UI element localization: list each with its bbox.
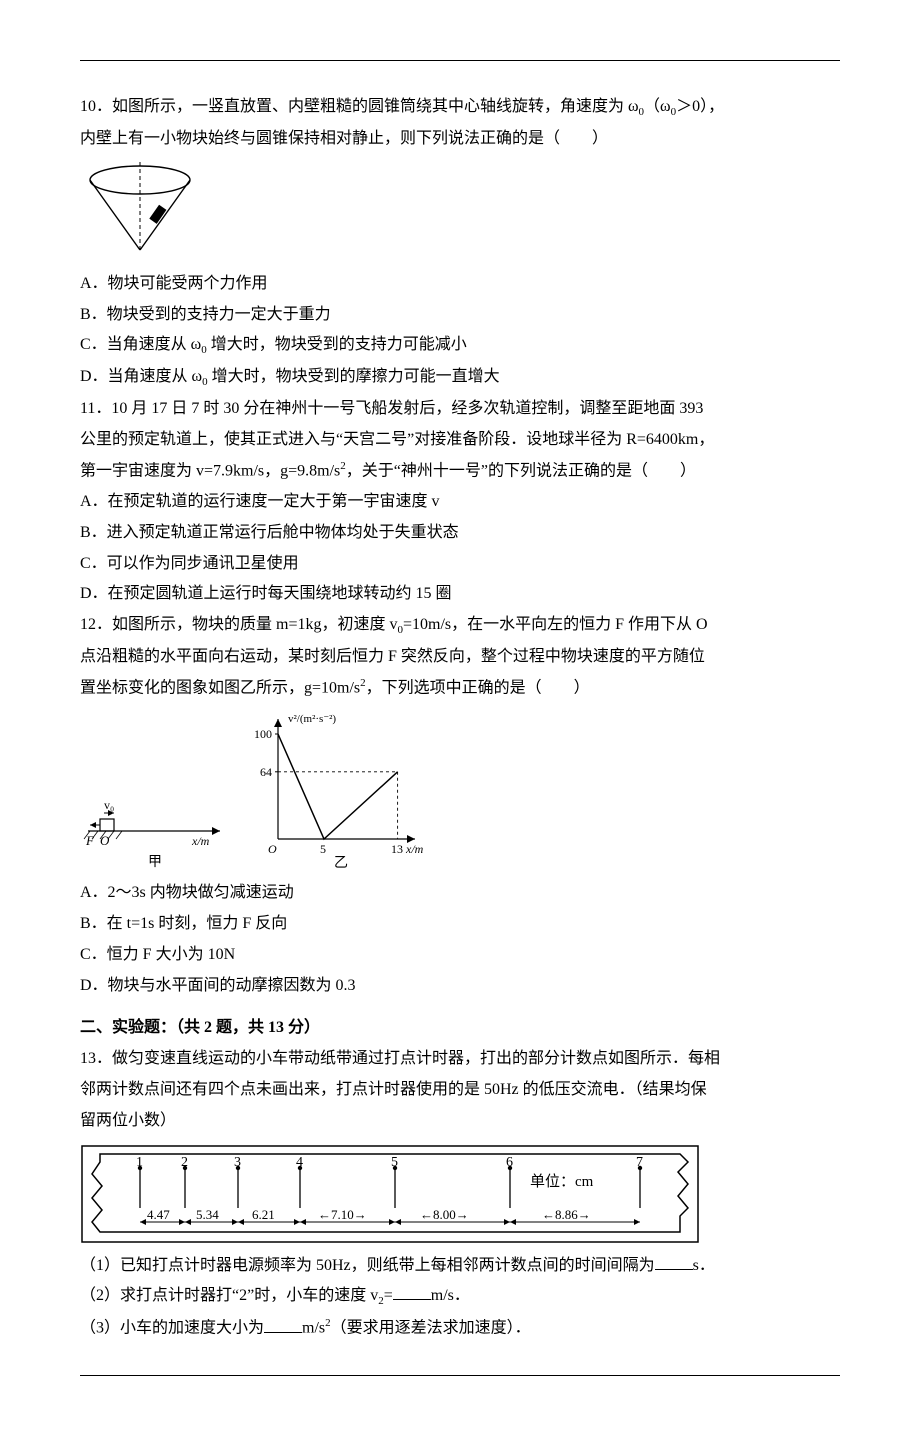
q12-v0-label: v₀	[104, 798, 114, 812]
q12-origin-O: O	[268, 842, 277, 856]
q13-sub3: （3）小车的加速度大小为m/s2（要求用逐差法求加速度）．	[80, 1314, 840, 1343]
tape-unit-label: 单位：cm	[530, 1173, 594, 1190]
svg-text:4.47: 4.47	[147, 1207, 170, 1222]
q11-stem-line2: 公里的预定轨道上，使其正式进入与“天宫二号”对接准备阶段．设地球半径为 R=64…	[80, 426, 840, 455]
q13-stem-line1: 13．做匀变速直线运动的小车带动纸带通过打点计时器，打出的部分计数点如图所示．每…	[80, 1045, 840, 1074]
section2-title: 二、实验题：（共 2 题，共 13 分）	[80, 1014, 840, 1043]
svg-text:4: 4	[296, 1155, 303, 1170]
q12-optD: D．物块与水平面间的动摩擦因数为 0.3	[80, 972, 840, 1001]
svg-text:2: 2	[181, 1155, 188, 1170]
q12-optC: C．恒力 F 大小为 10N	[80, 941, 840, 970]
q10-stem-line2: 内壁上有一小物块始终与圆锥保持相对静止，则下列说法正确的是（ ）	[80, 125, 840, 154]
q11-optC: C．可以作为同步通讯卫星使用	[80, 550, 840, 579]
q13-stem-line3: 留两位小数）	[80, 1107, 840, 1136]
svg-text:7: 7	[636, 1155, 643, 1170]
blank-1[interactable]	[655, 1253, 693, 1270]
q10-optA: A．物块可能受两个力作用	[80, 270, 840, 299]
q10-optC-b: 增大时，物块受到的支持力可能减小	[207, 336, 467, 353]
q12-chart-svg: 100 64 5 13 O v²/(m²·s⁻²) x/m 乙	[230, 711, 430, 871]
q12-xtick-5: 5	[320, 842, 326, 856]
q10-optB: B．物块受到的支持力一定大于重力	[80, 301, 840, 330]
q12-ytick-100: 100	[254, 727, 272, 741]
q12-left-svg: v₀ F O x/m 甲	[80, 721, 230, 871]
q12-xtick-13: 13	[391, 842, 403, 856]
q10-stem-text1: 10．如图所示，一竖直放置、内壁粗糙的圆锥筒绕其中心轴线旋转，角速度为 ω	[80, 98, 639, 115]
q12-figure: v₀ F O x/m 甲 100 64 5 13 O v²/(m²·s⁻²) x…	[80, 711, 840, 871]
q12-stem-line3: 置坐标变化的图象如图乙所示，g=10m/s2，下列选项中正确的是（ ）	[80, 674, 840, 703]
svg-text:←7.10→: ←7.10→	[318, 1207, 367, 1222]
q10-stem-text1b: （ω	[644, 98, 671, 115]
q12-caption-yi: 乙	[334, 855, 348, 871]
q10-optD-a: D．当角速度从 ω	[80, 368, 202, 385]
q12-stem1b: =10m/s，在一水平向左的恒力 F 作用下从 O	[403, 616, 708, 633]
q10-cone-figure	[80, 162, 840, 262]
q12-stem1a: 12．如图所示，物块的质量 m=1kg，初速度 v	[80, 616, 397, 633]
q12-left-xlabel: x/m	[191, 834, 210, 848]
blank-3[interactable]	[264, 1316, 302, 1333]
svg-text:←8.00→: ←8.00→	[420, 1207, 469, 1222]
q10-optD: D．当角速度从 ω0 增大时，物块受到的摩擦力可能一直增大	[80, 363, 840, 393]
q12-stem3b: ，下列选项中正确的是（ ）	[366, 679, 590, 696]
svg-text:5.34: 5.34	[196, 1207, 219, 1222]
q13-sub3c: （要求用逐差法求加速度）．	[331, 1320, 531, 1337]
q13-stem-line2: 邻两计数点间还有四个点未画出来，打点计时器使用的是 50Hz 的低压交流电．（结…	[80, 1076, 840, 1105]
q10-optC-a: C．当角速度从 ω	[80, 336, 201, 353]
q12-stem3a: 置坐标变化的图象如图乙所示，g=10m/s	[80, 679, 360, 696]
blank-2[interactable]	[393, 1283, 431, 1300]
q11-optA: A．在预定轨道的运行速度一定大于第一宇宙速度 v	[80, 488, 840, 517]
q13-sub1b: s．	[693, 1257, 715, 1274]
q13-sub3b: m/s	[302, 1320, 325, 1337]
q11-stem-line1: 11．10 月 17 日 7 时 30 分在神州十一号飞船发射后，经多次轨道控制…	[80, 395, 840, 424]
cone-svg	[80, 162, 200, 262]
tape-svg: 1 2 3 4 5 6 7 单位：cm 4.47 5.34 6.21	[80, 1144, 700, 1244]
q11-stem3a: 第一宇宙速度为 v=7.9km/s，g=9.8m/s	[80, 462, 340, 479]
q12-caption-jia: 甲	[148, 855, 162, 870]
q12-ylabel: v²/(m²·s⁻²)	[288, 713, 336, 725]
q11-optB: B．进入预定轨道正常运行后舱中物体均处于失重状态	[80, 519, 840, 548]
q13-tape-figure: 1 2 3 4 5 6 7 单位：cm 4.47 5.34 6.21	[80, 1144, 840, 1244]
q11-optD: D．在预定圆轨道上运行时每天围绕地球转动约 15 圈	[80, 580, 840, 609]
svg-text:6: 6	[506, 1155, 513, 1170]
q10-stem-text1c: ＞0），	[676, 98, 724, 115]
q12-O-label: O	[100, 833, 110, 848]
q11-stem-line3: 第一宇宙速度为 v=7.9km/s，g=9.8m/s2，关于“神州十一号”的下列…	[80, 457, 840, 486]
q10-stem-line1: 10．如图所示，一竖直放置、内壁粗糙的圆锥筒绕其中心轴线旋转，角速度为 ω0（ω…	[80, 93, 840, 123]
svg-text:←8.86→: ←8.86→	[542, 1207, 591, 1222]
q12-optA: A．2～3s 内物块做匀减速运动	[80, 879, 840, 908]
q13-sub3a: （3）小车的加速度大小为	[80, 1320, 264, 1337]
q13-sub1a: （1）已知打点计时器电源频率为 50Hz，则纸带上每相邻两计数点间的时间间隔为	[80, 1257, 655, 1274]
q12-stem-line2: 点沿粗糙的水平面向右运动，某时刻后恒力 F 突然反向，整个过程中物块速度的平方随…	[80, 643, 840, 672]
svg-text:5: 5	[391, 1155, 398, 1170]
q13-sub2: （2）求打点计时器打“2”时，小车的速度 v2=m/s．	[80, 1282, 840, 1312]
q10-optC: C．当角速度从 ω0 增大时，物块受到的支持力可能减小	[80, 331, 840, 361]
svg-text:6.21: 6.21	[252, 1207, 275, 1222]
q12-ytick-64: 64	[260, 765, 272, 779]
q10-optD-b: 增大时，物块受到的摩擦力可能一直增大	[208, 368, 500, 385]
svg-text:1: 1	[136, 1155, 143, 1170]
q12-stem-line1: 12．如图所示，物块的质量 m=1kg，初速度 v0=10m/s，在一水平向左的…	[80, 611, 840, 641]
tape-dims: 4.47 5.34 6.21 ←7.10→ ←8.00→ ←8.86→	[140, 1207, 640, 1225]
q13-sub1: （1）已知打点计时器电源频率为 50Hz，则纸带上每相邻两计数点间的时间间隔为 s…	[80, 1252, 840, 1281]
q12-optB: B．在 t=1s 时刻，恒力 F 反向	[80, 910, 840, 939]
q11-stem3b: ，关于“神州十一号”的下列说法正确的是（ ）	[346, 462, 696, 479]
q12-xlabel: x/m	[405, 842, 424, 856]
svg-text:3: 3	[234, 1155, 241, 1170]
